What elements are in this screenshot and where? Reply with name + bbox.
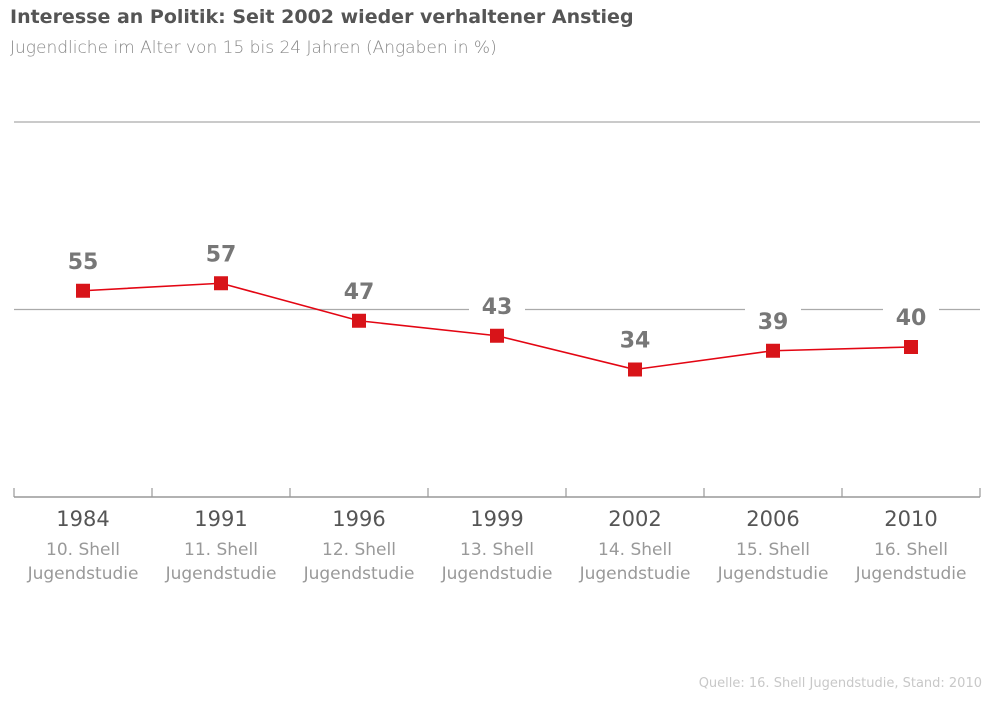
x-sublabel: Jugendstudie	[717, 564, 829, 584]
chart-title: Interesse an Politik: Seit 2002 wieder v…	[10, 6, 634, 28]
data-point	[214, 276, 228, 291]
x-sublabel: 12. Shell	[322, 540, 396, 560]
x-tick-label: 2010	[884, 507, 937, 531]
x-sublabel: 13. Shell	[460, 540, 534, 560]
data-label: 43	[482, 295, 513, 320]
label-bg	[607, 321, 663, 352]
data-label: 47	[344, 280, 375, 305]
x-tick-label: 1996	[332, 507, 385, 531]
chart-subtitle: Jugendliche im Alter von 15 bis 24 Jahre…	[10, 38, 497, 58]
label-bg	[883, 299, 939, 329]
x-sublabel: Jugendstudie	[441, 564, 553, 584]
x-sublabel: 15. Shell	[736, 540, 810, 560]
x-tick-label: 2002	[608, 507, 661, 531]
x-sublabel: Jugendstudie	[165, 564, 277, 584]
data-point	[76, 283, 90, 298]
x-sublabel: Jugendstudie	[27, 564, 139, 584]
x-sublabel: Jugendstudie	[855, 564, 967, 584]
data-label: 55	[68, 250, 99, 275]
data-label: 34	[620, 329, 651, 354]
data-point	[904, 340, 918, 354]
x-tick-label: 1984	[56, 507, 109, 531]
x-tick-label: 1999	[470, 507, 523, 531]
label-bg	[55, 242, 111, 273]
x-tick-label: 1991	[194, 507, 247, 531]
data-point	[766, 343, 780, 358]
data-point	[352, 313, 366, 328]
label-bg	[193, 235, 249, 266]
x-sublabel: 14. Shell	[598, 540, 672, 560]
source-note: Quelle: 16. Shell Jugendstudie, Stand: 2…	[698, 676, 982, 691]
label-bg	[745, 302, 801, 333]
label-bg	[331, 272, 387, 303]
data-point	[490, 328, 504, 343]
x-sublabel: 16. Shell	[874, 540, 948, 560]
data-label: 39	[758, 310, 789, 335]
data-point	[628, 362, 642, 377]
x-sublabel: 11. Shell	[184, 540, 258, 560]
data-label: 40	[896, 306, 927, 331]
x-tick-label: 2006	[746, 507, 799, 531]
label-bg	[469, 287, 525, 318]
x-sublabel: Jugendstudie	[579, 564, 691, 584]
x-sublabel: Jugendstudie	[303, 564, 415, 584]
data-label: 57	[206, 242, 237, 267]
x-sublabel: 10. Shell	[46, 540, 120, 560]
